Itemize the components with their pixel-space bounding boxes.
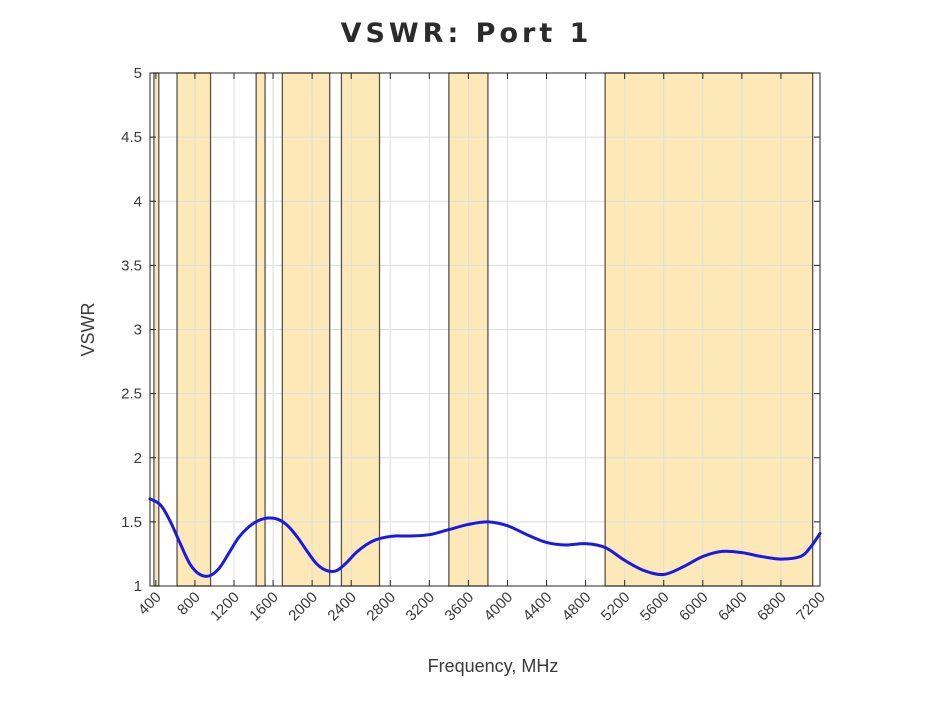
chart-title: VSWR: Port 1: [0, 18, 933, 49]
y-tick-label: 2.5: [121, 386, 142, 403]
y-tick-label: 5: [134, 65, 142, 82]
x-tick-label: 4000: [481, 589, 517, 625]
x-tick-label: 3200: [403, 589, 439, 625]
y-axis-label: VSWR: [78, 302, 98, 356]
x-tick-label: 800: [174, 589, 204, 619]
y-tick-label: 3.5: [121, 257, 142, 274]
y-tick-label: 2: [134, 450, 142, 467]
y-tick-label: 1: [134, 578, 142, 595]
x-tick-label: 2000: [285, 589, 321, 625]
y-tick-label: 1.5: [121, 514, 142, 531]
x-tick-label: 5200: [598, 589, 634, 625]
x-tick-label: 2400: [324, 589, 360, 625]
x-tick-label: 5600: [637, 589, 673, 625]
x-tick-label: 1600: [246, 589, 282, 625]
x-tick-label: 4800: [559, 589, 595, 625]
y-tick-label: 4: [134, 193, 142, 210]
x-tick-label: 6000: [676, 589, 712, 625]
x-tick-label: 4400: [520, 589, 556, 625]
y-tick-label: 4.5: [121, 129, 142, 146]
x-tick-label: 6400: [715, 589, 751, 625]
x-axis-label: Frequency, MHz: [428, 656, 559, 676]
x-tick-label: 1200: [207, 589, 243, 625]
x-tick-label: 6800: [754, 589, 790, 625]
x-tick-label: 7200: [793, 589, 829, 625]
y-tick-label: 3: [134, 322, 142, 339]
x-tick-label: 3600: [442, 589, 478, 625]
x-tick-label: 2800: [363, 589, 399, 625]
